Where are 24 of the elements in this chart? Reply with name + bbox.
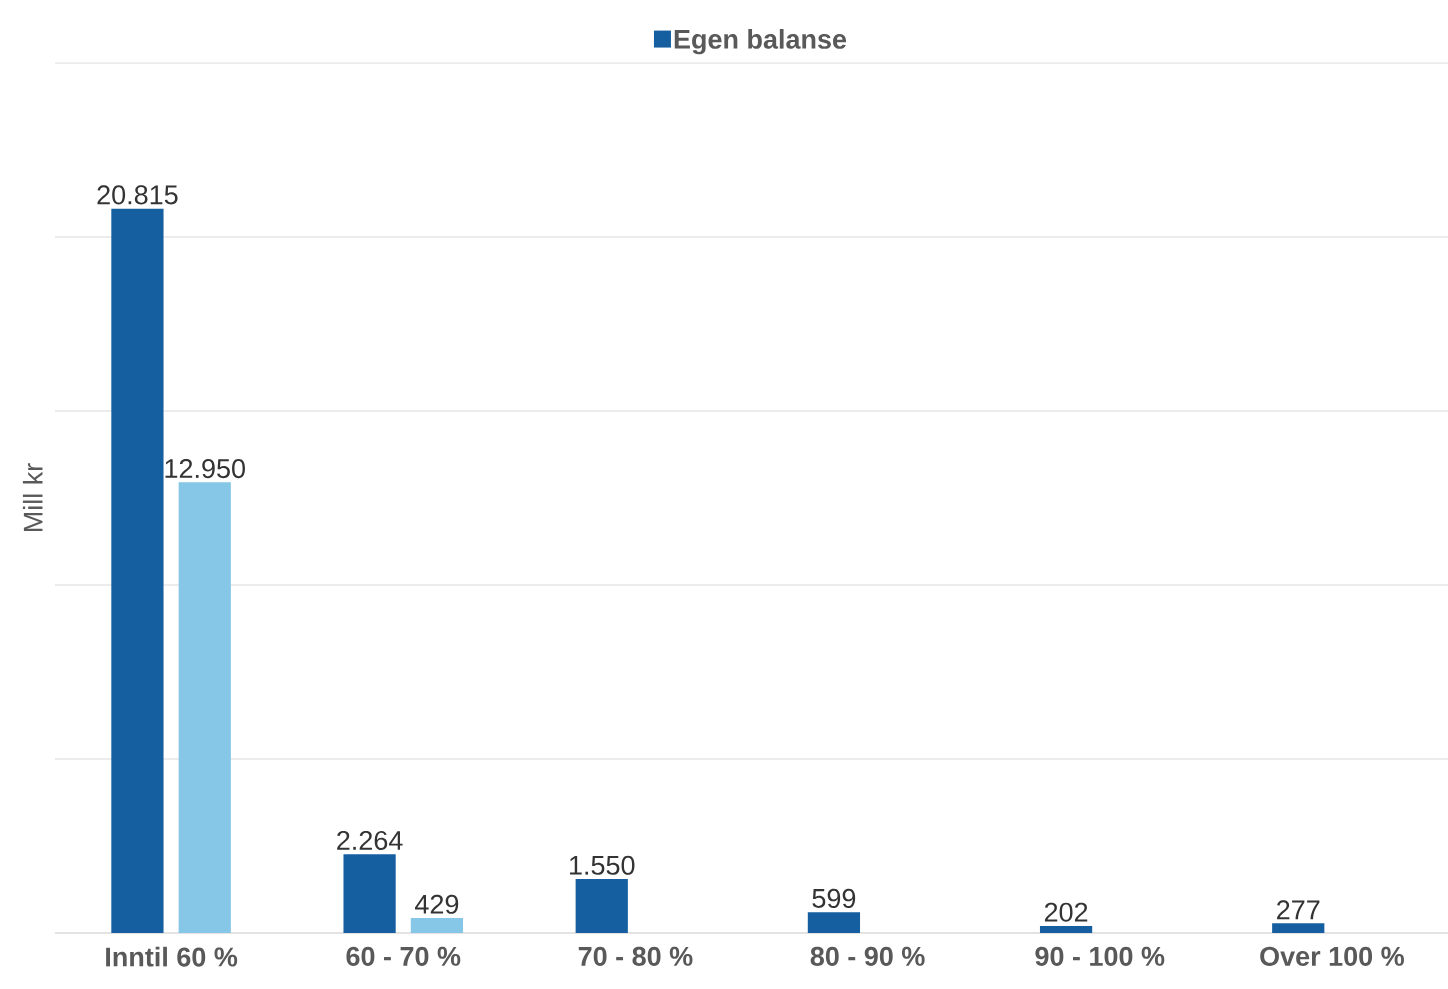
x-tick-label: Over 100 % <box>1260 946 1404 966</box>
bar <box>410 918 464 933</box>
bar <box>178 482 231 933</box>
bar <box>575 879 628 933</box>
x-tick-label: 70 - 80 % <box>578 946 693 966</box>
legend-label: Egen balanse <box>674 29 847 55</box>
bar <box>807 912 861 933</box>
data-label: 599 <box>812 888 856 908</box>
bar <box>111 208 164 933</box>
data-label: 2.264 <box>337 830 403 851</box>
bar <box>343 854 396 933</box>
y-axis-title: Mill kr <box>22 463 43 532</box>
bar <box>1039 925 1093 933</box>
x-tick-label: 60 - 70 % <box>346 946 461 966</box>
data-label: 202 <box>1044 902 1088 922</box>
data-label: 20.815 <box>97 185 178 205</box>
x-tick-label: 90 - 100 % <box>1035 946 1165 966</box>
data-label: 12.950 <box>165 459 245 479</box>
x-tick-label: Inntil 60 % <box>106 946 238 967</box>
bar <box>1272 923 1325 933</box>
data-label: 277 <box>1277 900 1320 920</box>
data-label: 429 <box>415 894 459 914</box>
data-label: 1.550 <box>570 855 635 875</box>
x-tick-label: 80 - 90 % <box>810 946 925 966</box>
